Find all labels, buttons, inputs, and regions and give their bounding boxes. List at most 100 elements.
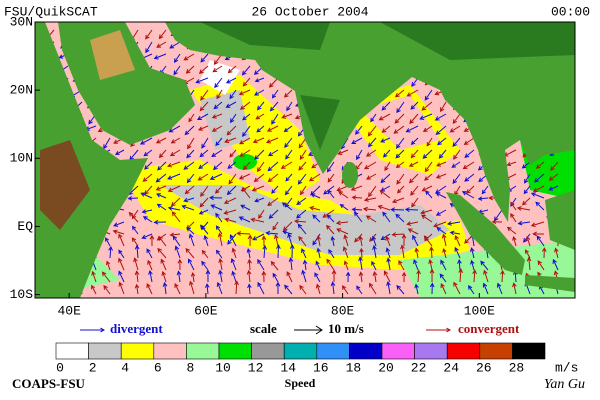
- wind-arrow: [458, 268, 464, 283]
- wind-arrow: [246, 269, 252, 283]
- wind-arrow: [454, 246, 461, 259]
- wind-arrow: [301, 248, 307, 259]
- wind-arrow: [462, 161, 475, 170]
- wind-arrow: [422, 125, 433, 133]
- wind-arrow: [146, 248, 153, 259]
- wind-arrow: [286, 271, 293, 283]
- wind-arrow: [197, 173, 209, 181]
- wind-arrow: [268, 149, 279, 157]
- wind-arrow: [391, 197, 405, 204]
- colorbar-tick-label: 0: [56, 360, 64, 375]
- wind-arrow: [142, 216, 153, 223]
- wind-arrow: [183, 197, 195, 203]
- wind-arrow: [103, 284, 111, 295]
- wind-arrow: [382, 211, 391, 223]
- wind-arrow: [435, 209, 447, 216]
- wind-arrow: [410, 137, 419, 146]
- wind-arrow: [254, 149, 265, 160]
- wind-arrow: [201, 249, 209, 259]
- wind-arrow: [101, 271, 111, 283]
- wind-arrow: [386, 280, 391, 295]
- wind-arrow: [521, 197, 531, 206]
- divergent-arrow: [80, 327, 106, 333]
- wind-arrow: [371, 260, 377, 271]
- wind-arrow: [440, 259, 447, 271]
- wind-arrow: [421, 101, 433, 111]
- wind-arrow: [236, 231, 251, 236]
- wind-arrow: [368, 185, 377, 198]
- wind-arrow: [342, 246, 349, 259]
- wind-arrow: [356, 285, 363, 295]
- wind-arrow: [481, 185, 489, 195]
- wind-arrow: [267, 173, 279, 183]
- lat-tick-label: EQ: [17, 219, 33, 234]
- wind-arrow: [215, 137, 223, 147]
- wind-arrow: [262, 244, 268, 259]
- wind-arrow: [385, 247, 391, 259]
- wind-arrow: [535, 201, 545, 211]
- wind-arrow: [435, 125, 447, 136]
- wind-arrow: [441, 233, 447, 247]
- wind-arrow: [145, 41, 153, 54]
- wind-arrow: [359, 247, 364, 259]
- wind-arrow: [423, 235, 433, 247]
- wind-arrow: [229, 234, 237, 247]
- axes: 40E 60E 80E 100E 30N 20N 10N EQ 10S: [10, 14, 496, 318]
- wind-arrow: [368, 282, 377, 295]
- wind-arrow: [405, 125, 419, 133]
- wind-arrow: [367, 137, 377, 148]
- wind-arrow: [217, 232, 223, 247]
- wind-arrow: [128, 211, 139, 223]
- wind-arrow: [537, 260, 545, 271]
- wind-arrow: [266, 125, 279, 132]
- lat-tick-label: 10N: [10, 151, 33, 166]
- wind-arrow: [284, 284, 293, 295]
- wind-arrow: [367, 125, 377, 137]
- wind-arrow: [211, 113, 223, 119]
- wind-arrow: [240, 204, 251, 211]
- wind-arrow: [363, 197, 377, 202]
- lat-tick-label: 20N: [10, 83, 33, 98]
- wind-arrow: [210, 204, 223, 211]
- wind-arrow: [169, 149, 181, 157]
- wind-arrow: [372, 244, 377, 259]
- wind-arrow: [434, 113, 447, 121]
- wind-arrow: [453, 149, 461, 160]
- wind-arrow: [535, 161, 545, 169]
- wind-arrow: [276, 244, 281, 259]
- wind-arrow: [252, 233, 265, 241]
- wind-arrow: [516, 206, 531, 211]
- wind-arrow: [289, 244, 295, 259]
- wind-arrow: [131, 237, 139, 247]
- wind-arrow: [231, 247, 237, 259]
- wind-arrow: [533, 173, 545, 183]
- wind-arrow: [174, 282, 181, 295]
- wind-arrow: [186, 227, 195, 235]
- wind-arrow: [301, 269, 307, 283]
- wind-arrow: [343, 260, 349, 271]
- wind-arrow: [158, 149, 167, 159]
- wind-arrow: [270, 260, 279, 271]
- wind-arrow: [395, 137, 405, 149]
- wind-arrow: [149, 234, 155, 247]
- wind-arrow: [429, 268, 435, 283]
- wind-arrow: [239, 101, 251, 110]
- wind-arrow: [211, 125, 223, 132]
- wind-arrow: [424, 161, 433, 173]
- wind-arrow: [275, 281, 281, 295]
- wind-arrow: [379, 189, 391, 199]
- wind-arrow: [297, 173, 307, 185]
- wind-arrow: [127, 196, 139, 201]
- wind-arrow: [247, 258, 252, 271]
- wind-arrow: [187, 258, 195, 271]
- wind-arrow: [231, 270, 237, 283]
- wind-arrow: [416, 269, 421, 283]
- wind-arrow: [446, 221, 461, 226]
- wind-arrow: [170, 137, 181, 144]
- wind-arrow: [181, 204, 195, 211]
- wind-arrow: [155, 173, 167, 183]
- wind-arrow: [355, 125, 363, 135]
- wind-arrow: [394, 89, 405, 98]
- wind-arrow: [381, 101, 391, 111]
- wind-arrow: [314, 272, 321, 283]
